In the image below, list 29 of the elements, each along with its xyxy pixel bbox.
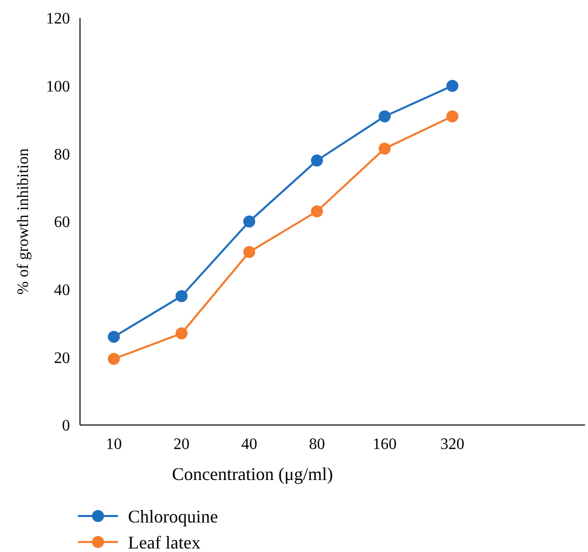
y-tick-label: 20 [54,350,70,367]
x-axis-title: Concentration (μg/ml) [172,464,334,484]
y-tick-label: 40 [54,282,70,299]
point [176,290,188,302]
y-tick-label: 80 [54,146,70,164]
legend-label: Chloroquine [128,506,218,526]
x-tick-label: 20 [174,436,190,453]
x-tick-label: 40 [241,436,258,453]
point [243,216,256,228]
y-tick-label: 0 [62,418,70,435]
point [378,142,391,155]
y-tick-label: 60 [54,214,70,232]
point [378,110,391,122]
point [108,330,120,343]
y-tick-label: 100 [46,78,70,96]
point [310,205,323,218]
y-tick-label: 120 [46,10,70,28]
point [310,154,323,166]
x-tick-label: 10 [106,436,122,453]
y-axis-title: % of growth inhibition [15,148,32,295]
point [108,352,120,365]
legend-label: Leaf latex [128,532,200,552]
point [176,327,188,340]
x-tick-label: 160 [372,436,397,453]
x-tick-label: 320 [440,436,464,453]
x-tick-label: 80 [308,436,325,453]
point [446,80,458,92]
point [243,246,256,258]
point [446,110,458,122]
